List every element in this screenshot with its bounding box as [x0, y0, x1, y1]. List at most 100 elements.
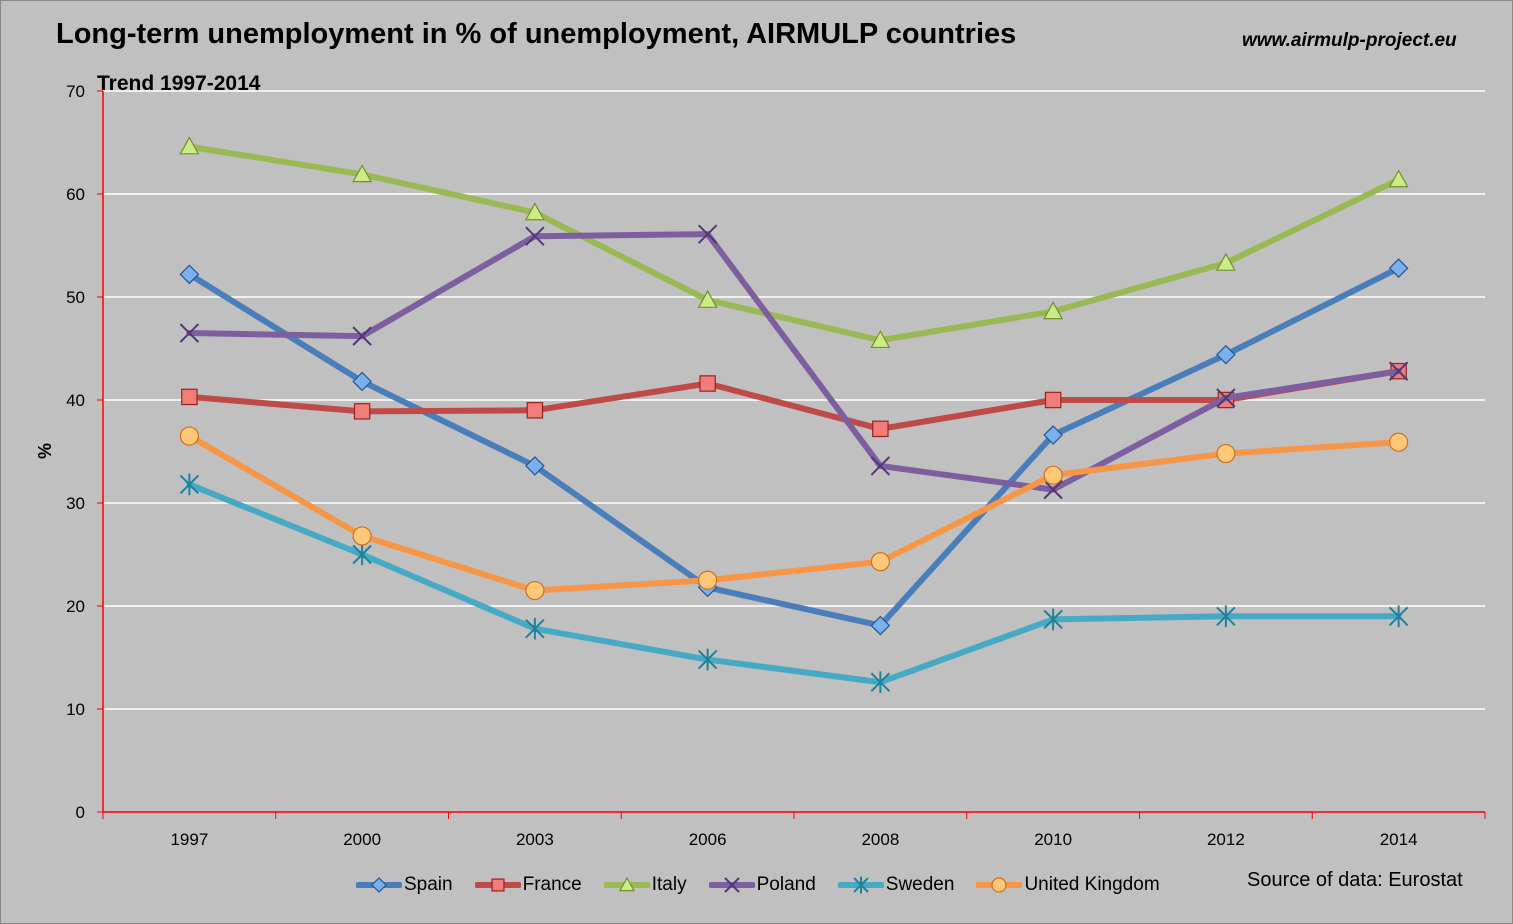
series-line: [186, 265, 1402, 629]
data-point: [1043, 479, 1063, 500]
legend-label: Poland: [756, 874, 816, 895]
data-point: [352, 371, 372, 392]
data-point: [870, 615, 891, 636]
x-tick-label: 1997: [170, 830, 208, 849]
x-tick-label: 2008: [861, 830, 899, 849]
data-point: [1388, 169, 1409, 188]
series-united-kingdom: [179, 426, 1409, 601]
data-point: [1388, 361, 1409, 381]
legend-marker: [991, 877, 1008, 893]
data-point: [179, 473, 200, 496]
x-tick-label: 2014: [1380, 830, 1418, 849]
legend-item: Sweden: [837, 874, 955, 896]
data-point: [525, 456, 545, 476]
legend-marker: [491, 878, 505, 892]
data-point: [1043, 465, 1063, 485]
data-point: [1216, 605, 1236, 628]
y-tick-label: 20: [66, 597, 85, 616]
legend-item: United Kingdom: [976, 874, 1160, 896]
data-point: [1388, 258, 1409, 279]
x-tick-label: 2006: [689, 830, 727, 849]
y-tick-label: 0: [76, 803, 85, 822]
legend-label: Italy: [651, 874, 687, 895]
data-point: [1215, 252, 1236, 271]
data-point: [697, 224, 718, 244]
data-point: [524, 202, 545, 221]
data-point: [181, 388, 198, 406]
legend-label: France: [522, 874, 582, 895]
data-point: [1388, 605, 1409, 628]
legend-swatch-icon: [976, 877, 1023, 893]
data-point: [870, 330, 891, 349]
data-point: [1216, 344, 1236, 365]
legend-swatch-icon: [837, 876, 884, 894]
x-tick-label: 2003: [516, 830, 554, 849]
legend-item: France: [474, 874, 582, 896]
data-point: [525, 617, 545, 640]
y-tick-label: 70: [66, 82, 85, 101]
series-line: [186, 231, 1402, 493]
series-italy: [179, 136, 1409, 349]
chart-title: Long-term unemployment in % of unemploym…: [56, 18, 1017, 50]
data-point: [1044, 391, 1062, 409]
data-point: [1216, 443, 1236, 464]
chart-subtitle: Trend 1997-2014: [97, 72, 261, 95]
series-poland: [179, 224, 1409, 500]
source-note: Source of data: Eurostat: [1247, 869, 1463, 891]
y-axis-label: %: [35, 443, 55, 459]
legend-marker: [618, 876, 635, 892]
series-line: [186, 143, 1402, 344]
series-line: [186, 433, 1402, 594]
y-tick-label: 60: [66, 185, 85, 204]
data-point: [870, 671, 891, 694]
data-point: [1043, 301, 1064, 320]
legend-marker: [371, 877, 387, 893]
legend-marker: [723, 877, 740, 893]
data-point: [525, 580, 545, 601]
legend-marker: [853, 876, 869, 894]
legend-label: Sweden: [885, 874, 955, 895]
legend-swatch-icon: [708, 877, 755, 893]
y-tick-label: 30: [66, 494, 85, 513]
website-label: www.airmulp-project.eu: [1242, 30, 1457, 51]
y-tick-label: 40: [66, 391, 85, 410]
legend-item: Italy: [603, 874, 687, 896]
data-point: [179, 426, 199, 446]
data-point: [697, 648, 718, 671]
legend-item: Spain: [356, 874, 453, 896]
data-point: [526, 402, 544, 419]
data-point: [179, 264, 200, 285]
data-point: [179, 323, 200, 343]
data-point: [352, 326, 372, 346]
chart-legend: Spain France Italy Poland Sweden United Kingd…: [356, 874, 1182, 896]
legend-label: United Kingdom: [1024, 874, 1160, 895]
data-point: [179, 136, 200, 155]
series-line: [186, 368, 1402, 432]
legend-swatch-icon: [474, 878, 521, 892]
data-point: [699, 375, 716, 392]
data-point: [698, 570, 718, 590]
data-point: [1043, 608, 1063, 631]
legend-item: Poland: [708, 874, 816, 896]
x-tick-label: 2010: [1034, 830, 1072, 849]
data-point: [352, 526, 372, 546]
data-point: [870, 456, 891, 476]
legend-swatch-icon: [603, 876, 650, 892]
x-tick-label: 2012: [1207, 830, 1245, 849]
data-point: [1216, 388, 1236, 408]
y-tick-label: 50: [66, 288, 85, 307]
y-tick-label: 10: [66, 700, 85, 719]
series-line: [186, 481, 1402, 686]
data-point: [353, 403, 371, 420]
legend-swatch-icon: [356, 877, 402, 893]
data-point: [352, 164, 373, 183]
data-point: [525, 226, 545, 246]
series-spain: [179, 258, 1409, 636]
data-point: [1389, 432, 1409, 452]
data-point: [697, 289, 718, 308]
legend-label: Spain: [404, 874, 453, 895]
data-point: [870, 552, 890, 572]
data-point: [1043, 425, 1063, 445]
data-point: [872, 420, 889, 438]
